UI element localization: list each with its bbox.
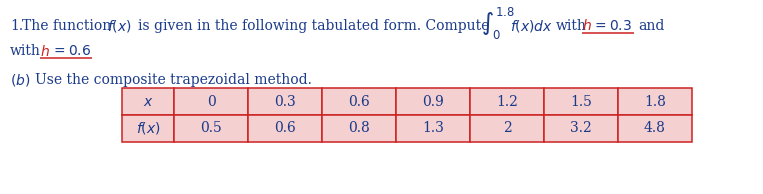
Text: $f(x)dx$: $f(x)dx$ bbox=[510, 18, 553, 34]
Bar bbox=[174, 115, 248, 142]
Text: $h$: $h$ bbox=[40, 43, 50, 59]
Text: $h$: $h$ bbox=[582, 18, 592, 34]
Text: $(b)$: $(b)$ bbox=[10, 72, 31, 88]
Bar bbox=[618, 115, 692, 142]
Text: $\int_0^{1.8}$: $\int_0^{1.8}$ bbox=[481, 6, 515, 42]
Text: and: and bbox=[638, 19, 665, 33]
Bar bbox=[322, 115, 396, 142]
Text: 0.9: 0.9 bbox=[422, 94, 444, 108]
Text: 1.: 1. bbox=[10, 19, 23, 33]
Bar bbox=[396, 88, 470, 115]
Text: 2: 2 bbox=[503, 121, 511, 135]
Bar bbox=[396, 115, 470, 142]
Text: $f(x)$: $f(x)$ bbox=[107, 18, 132, 34]
Text: 1.2: 1.2 bbox=[496, 94, 518, 108]
Bar bbox=[544, 88, 618, 115]
Text: The function: The function bbox=[22, 19, 111, 33]
Text: $=0.6$: $=0.6$ bbox=[51, 44, 92, 58]
Text: $x$: $x$ bbox=[143, 94, 153, 108]
Bar bbox=[122, 115, 174, 142]
Bar bbox=[174, 88, 248, 115]
Bar bbox=[248, 88, 322, 115]
Bar bbox=[544, 115, 618, 142]
Bar bbox=[322, 88, 396, 115]
Text: 1.8: 1.8 bbox=[644, 94, 666, 108]
Text: 0.6: 0.6 bbox=[348, 94, 370, 108]
Text: 3.2: 3.2 bbox=[570, 121, 592, 135]
Text: 4.8: 4.8 bbox=[644, 121, 666, 135]
Text: $= 0.3$: $= 0.3$ bbox=[592, 19, 632, 33]
Text: Use the composite trapezoidal method.: Use the composite trapezoidal method. bbox=[35, 73, 312, 87]
Bar bbox=[122, 88, 174, 115]
Text: is given in the following tabulated form. Compute: is given in the following tabulated form… bbox=[138, 19, 489, 33]
Text: 0.8: 0.8 bbox=[348, 121, 370, 135]
Bar bbox=[248, 115, 322, 142]
Text: $f(x)$: $f(x)$ bbox=[136, 120, 160, 137]
Text: 1.5: 1.5 bbox=[570, 94, 592, 108]
Text: 0: 0 bbox=[207, 94, 215, 108]
Text: 1.3: 1.3 bbox=[422, 121, 444, 135]
Text: 0.3: 0.3 bbox=[274, 94, 296, 108]
Bar bbox=[470, 88, 544, 115]
Text: with: with bbox=[10, 44, 41, 58]
Text: 0.5: 0.5 bbox=[200, 121, 222, 135]
Text: 0.6: 0.6 bbox=[274, 121, 296, 135]
Bar bbox=[470, 115, 544, 142]
Text: with: with bbox=[556, 19, 587, 33]
Bar bbox=[618, 88, 692, 115]
